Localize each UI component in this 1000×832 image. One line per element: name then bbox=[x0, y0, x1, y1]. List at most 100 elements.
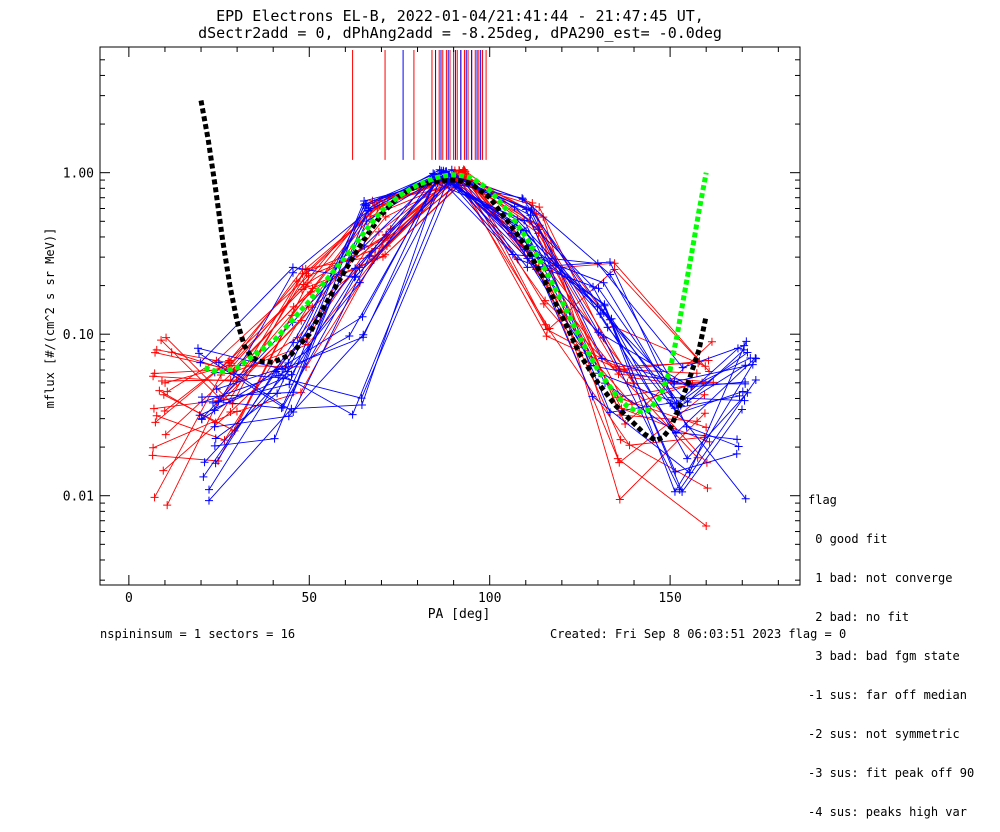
data-point-marker bbox=[211, 459, 220, 468]
data-point-marker bbox=[702, 521, 711, 530]
data-point-marker bbox=[520, 216, 529, 225]
data-point-marker bbox=[204, 496, 213, 505]
data-point-marker bbox=[283, 367, 292, 376]
data-point-marker bbox=[345, 332, 354, 341]
spectrum-line bbox=[164, 176, 698, 422]
data-point-marker bbox=[545, 324, 554, 333]
spectrum-line bbox=[200, 182, 745, 402]
data-point-marker bbox=[599, 308, 608, 317]
data-point-marker bbox=[365, 251, 374, 260]
data-point-marker bbox=[149, 372, 158, 381]
data-point-marker bbox=[196, 358, 205, 367]
spectrum-line bbox=[156, 172, 707, 441]
chart-title-line-2: dSectr2add = 0, dPhAng2add = -8.25deg, d… bbox=[198, 24, 722, 42]
data-point-marker bbox=[197, 415, 206, 424]
data-point-marker bbox=[270, 434, 279, 443]
spectrum-line bbox=[214, 174, 757, 493]
data-point-marker bbox=[386, 225, 395, 234]
data-point-marker bbox=[594, 328, 603, 337]
data-point-marker bbox=[162, 333, 171, 342]
data-point-marker bbox=[522, 205, 531, 214]
data-point-marker bbox=[588, 282, 597, 291]
legend-item: 1 bad: not converge bbox=[808, 571, 953, 585]
x-tick-label: 50 bbox=[301, 591, 317, 606]
data-point-marker bbox=[285, 380, 294, 389]
data-point-marker bbox=[616, 435, 625, 444]
spectrum-line bbox=[166, 178, 713, 506]
y-tick-label: 1.00 bbox=[63, 167, 94, 182]
data-point-marker bbox=[600, 301, 609, 310]
spectrum-line bbox=[153, 176, 706, 501]
spectrum-line bbox=[214, 169, 746, 447]
spectrum-line bbox=[159, 170, 706, 424]
data-point-marker bbox=[303, 278, 312, 287]
data-point-marker bbox=[666, 399, 675, 408]
data-point-marker bbox=[447, 165, 456, 174]
spectrum-line bbox=[198, 178, 743, 493]
data-point-marker bbox=[159, 466, 168, 475]
data-point-marker bbox=[214, 358, 223, 367]
data-point-marker bbox=[610, 259, 619, 268]
data-point-marker bbox=[148, 451, 157, 460]
data-point-marker bbox=[193, 344, 202, 353]
fit-curve-green bbox=[203, 172, 709, 415]
data-point-marker bbox=[149, 404, 158, 413]
data-point-marker bbox=[195, 349, 204, 358]
spectrum-line bbox=[208, 176, 745, 490]
legend-header: flag bbox=[808, 493, 837, 507]
data-point-marker bbox=[603, 323, 612, 332]
data-point-marker bbox=[355, 278, 364, 287]
data-point-marker bbox=[594, 284, 603, 293]
data-point-marker bbox=[205, 485, 214, 494]
flag-legend: flag 0 good fit 1 bad: not converge 2 ba… bbox=[808, 468, 974, 832]
y-axis-label: mflux [#/(cm^2 s sr MeV)] bbox=[43, 228, 57, 409]
data-point-marker bbox=[701, 362, 710, 371]
chart-title-line-1: EPD Electrons EL-B, 2022-01-04/21:41:44 … bbox=[216, 7, 704, 25]
data-point-marker bbox=[707, 337, 716, 346]
data-point-marker bbox=[542, 332, 551, 341]
data-point-marker bbox=[703, 484, 712, 493]
data-point-marker bbox=[150, 493, 159, 502]
data-point-marker bbox=[160, 407, 169, 416]
legend-item: 0 good fit bbox=[808, 532, 888, 546]
spectrum-line bbox=[204, 178, 746, 463]
data-point-marker bbox=[163, 387, 172, 396]
data-point-marker bbox=[523, 263, 532, 272]
data-point-marker bbox=[355, 263, 364, 272]
legend-item: -1 sus: far off median bbox=[808, 688, 967, 702]
data-point-marker bbox=[302, 363, 311, 372]
legend-item: 3 bad: bad fgm state bbox=[808, 649, 960, 663]
data-point-marker bbox=[350, 273, 359, 282]
data-point-marker bbox=[752, 354, 761, 363]
data-point-marker bbox=[439, 166, 448, 175]
data-point-marker bbox=[161, 430, 170, 439]
data-point-marker bbox=[208, 398, 217, 407]
data-point-marker bbox=[358, 312, 367, 321]
data-point-marker bbox=[742, 337, 751, 346]
data-point-marker bbox=[700, 390, 709, 399]
data-point-marker bbox=[308, 284, 317, 293]
fit-curves-group bbox=[198, 100, 709, 444]
data-point-marker bbox=[227, 359, 236, 368]
data-point-marker bbox=[381, 212, 390, 221]
data-point-marker bbox=[535, 203, 544, 212]
data-point-marker bbox=[700, 409, 709, 418]
data-point-marker bbox=[732, 449, 741, 458]
data-point-marker bbox=[210, 406, 219, 415]
data-point-marker bbox=[625, 441, 634, 450]
spectrum-line bbox=[167, 169, 703, 393]
data-point-marker bbox=[381, 250, 390, 259]
data-point-marker bbox=[151, 418, 160, 427]
data-point-marker bbox=[598, 354, 607, 363]
data-point-marker bbox=[683, 397, 692, 406]
data-point-marker bbox=[444, 179, 453, 188]
data-point-marker bbox=[743, 388, 752, 397]
data-point-marker bbox=[362, 217, 371, 226]
data-point-marker bbox=[149, 443, 158, 452]
spectra-lines-group bbox=[148, 50, 761, 530]
data-point-marker bbox=[606, 270, 615, 279]
data-point-marker bbox=[519, 195, 528, 204]
data-point-marker bbox=[668, 393, 677, 402]
data-point-marker bbox=[296, 388, 305, 397]
data-point-marker bbox=[671, 429, 680, 438]
